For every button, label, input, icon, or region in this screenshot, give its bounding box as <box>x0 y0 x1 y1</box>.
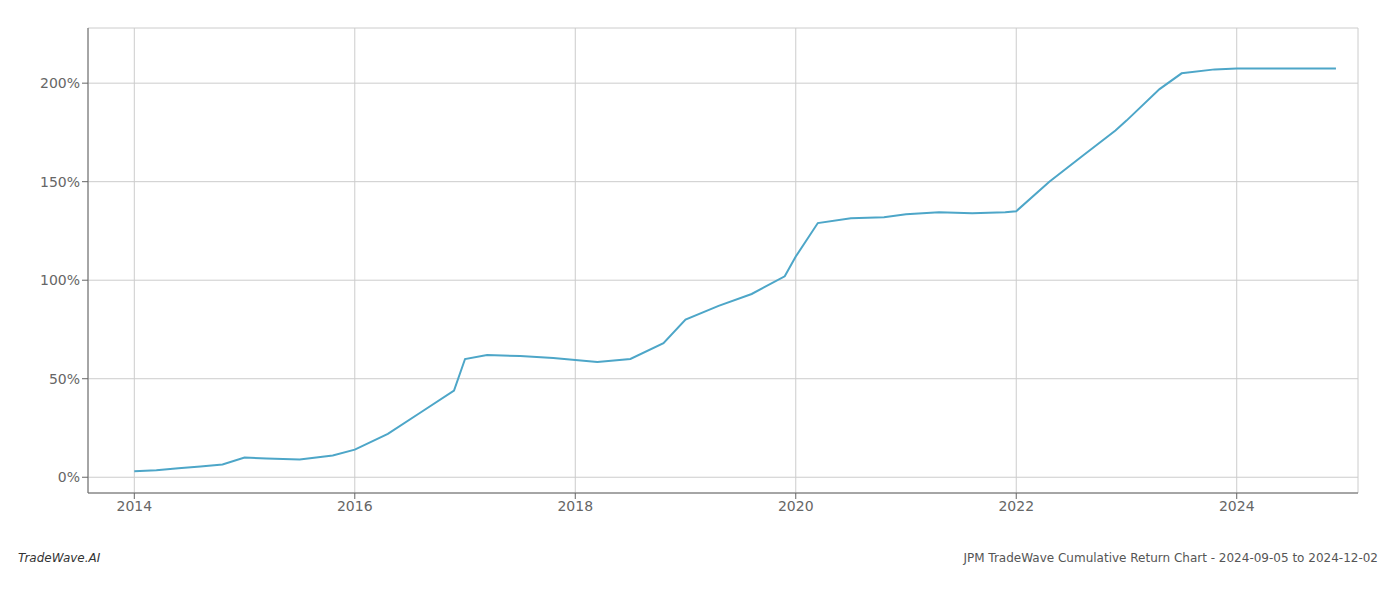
html-text:TradeWave.AI: TradeWave.AI <box>18 551 101 565</box>
svg-text:2016: 2016 <box>337 498 373 514</box>
svg-text:50%: 50% <box>49 371 80 387</box>
svg-text:2020: 2020 <box>778 498 814 514</box>
svg-text:2024: 2024 <box>1219 498 1255 514</box>
svg-text:2018: 2018 <box>557 498 593 514</box>
svg-text:2022: 2022 <box>998 498 1034 514</box>
html-text:JPM TradeWave Cumulative Retur: JPM TradeWave Cumulative Return Chart - … <box>963 551 1378 565</box>
svg-text:200%: 200% <box>40 75 80 91</box>
svg-text:0%: 0% <box>58 469 80 485</box>
svg-text:2014: 2014 <box>116 498 152 514</box>
svg-text:150%: 150% <box>40 174 80 190</box>
svg-text:100%: 100% <box>40 272 80 288</box>
